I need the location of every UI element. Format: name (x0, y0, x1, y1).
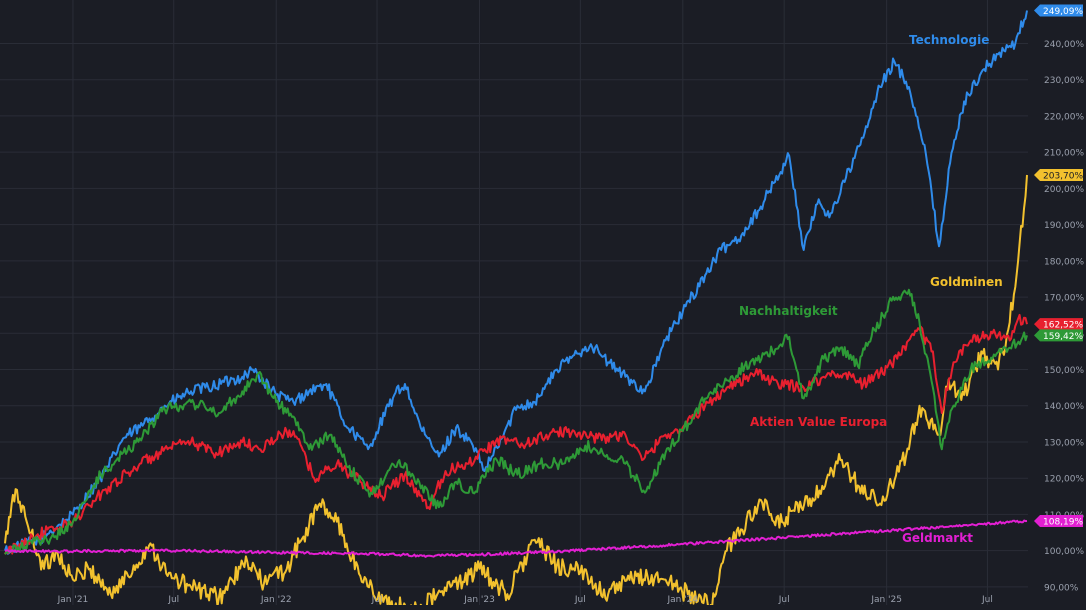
last-value-badges: 249,09% 203,70% 162,52%159,42% 108,19% (1034, 4, 1083, 527)
last-value-badge: 162,52% (1034, 318, 1083, 331)
badge-shape (1034, 168, 1083, 181)
y-tick-label: 220,00% (1044, 112, 1084, 122)
x-tick-label: Jul (778, 595, 790, 605)
y-tick-label: 240,00% (1044, 40, 1084, 50)
y-tick-label: 200,00% (1044, 185, 1084, 195)
x-tick-label: Jul (371, 595, 383, 605)
y-tick-label: 210,00% (1044, 149, 1084, 159)
badge-text: 159,42% (1043, 332, 1083, 342)
badge-text: 203,70% (1043, 171, 1083, 181)
badge-shape (1034, 329, 1083, 342)
badge-text: 162,52% (1043, 321, 1083, 331)
y-tick-label: 90,00% (1044, 583, 1079, 593)
x-tick-label: Jan '22 (260, 595, 292, 605)
y-tick-label: 170,00% (1044, 294, 1084, 304)
y-tick-label: 130,00% (1044, 438, 1084, 448)
y-tick-label: 180,00% (1044, 257, 1084, 267)
last-value-badge: 159,42% (1034, 329, 1083, 342)
x-tick-label: Jan '21 (57, 595, 89, 605)
y-tick-label: 100,00% (1044, 547, 1084, 557)
x-tick-label: Jul (574, 595, 586, 605)
x-tick-label: Jan '24 (666, 595, 698, 605)
series-line-goldminen (4, 174, 1028, 610)
series-label: Aktien Value Europa (750, 415, 887, 429)
series-lines (4, 10, 1028, 610)
last-value-badge: 249,09% (1034, 4, 1083, 17)
series-label: Goldminen (930, 275, 1003, 289)
badge-text: 108,19% (1043, 517, 1083, 527)
badge-shape (1034, 4, 1083, 17)
series-label: Nachhaltigkeit (739, 304, 838, 318)
x-tick-label: Jul (167, 595, 179, 605)
y-tick-label: 230,00% (1044, 76, 1084, 86)
y-tick-label: 150,00% (1044, 366, 1084, 376)
series-line-geldmarkt (4, 519, 1028, 558)
axes: 90,00%100,00%110,00%120,00%130,00%140,00… (57, 40, 1085, 605)
x-tick-label: Jan '23 (463, 595, 495, 605)
series-line-nachhaltigkeit (4, 288, 1028, 555)
series-line-aktien-value-europa (4, 313, 1028, 555)
x-tick-label: Jan '25 (870, 595, 902, 605)
series-label: Geldmarkt (902, 531, 973, 545)
series-labels: Technologie Goldminen Aktien Value Europa N… (739, 33, 1003, 545)
y-tick-label: 120,00% (1044, 475, 1084, 485)
y-tick-label: 190,00% (1044, 221, 1084, 231)
badge-shape (1034, 514, 1083, 527)
y-tick-label: 140,00% (1044, 402, 1084, 412)
series-label: Technologie (909, 33, 989, 47)
badge-text: 249,09% (1043, 7, 1083, 17)
last-value-badge: 203,70% (1034, 168, 1083, 181)
x-tick-label: Jul (981, 595, 993, 605)
series-line-technologie (4, 10, 1028, 555)
grid (0, 0, 1028, 605)
badge-shape (1034, 318, 1083, 331)
last-value-badge: 108,19% (1034, 514, 1083, 527)
